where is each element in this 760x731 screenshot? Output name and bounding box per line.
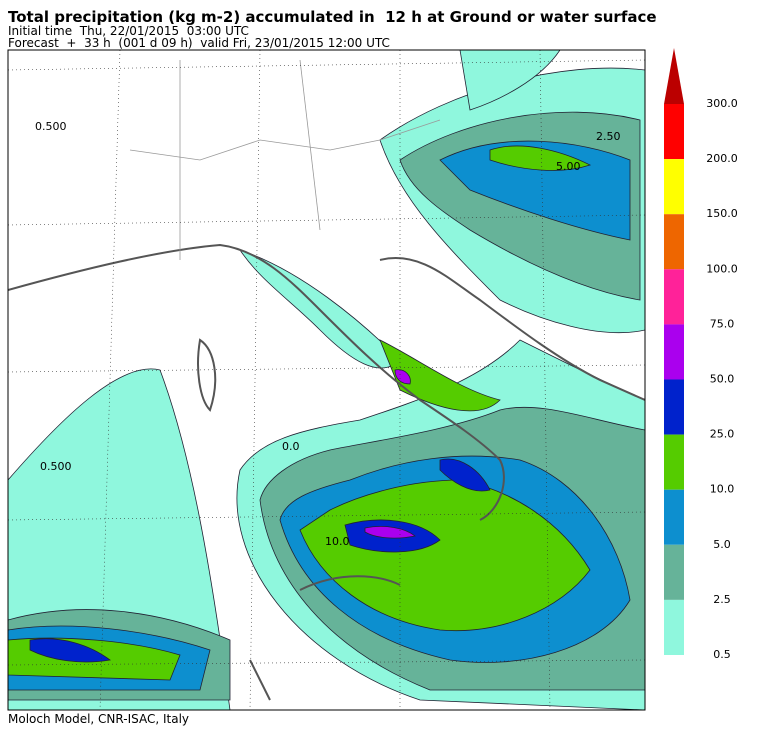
map-frame (7, 49, 646, 711)
colorbar-label: 200.0 (706, 152, 738, 165)
colorbar: 300.0 200.0 150.0 100.0 75.0 50.0 25.0 10.0 5.0 2… (664, 48, 738, 661)
contour-label: 2.50 (596, 130, 621, 143)
initial-time: Initial time Thu, 22/01/2015 03:00 UTC (8, 24, 249, 38)
colorbar-label: 300.0 (706, 97, 738, 110)
contour-label: 0.500 (40, 460, 72, 473)
title: Total precipitation (kg m-2) accumulated… (8, 8, 657, 26)
contour-label: 0.500 (35, 120, 67, 133)
colorbar-label: 25.0 (710, 428, 735, 441)
colorbar-box (664, 599, 684, 655)
contour-label: 5.00 (556, 160, 581, 173)
colorbar-box (664, 489, 684, 545)
colorbar-above (664, 48, 684, 104)
colorbar-box (664, 544, 684, 600)
colorbar-box (664, 434, 684, 490)
colorbar-label: 100.0 (706, 262, 738, 275)
colorbar-label: 10.0 (710, 483, 735, 496)
precip-fields (8, 50, 645, 710)
forecast-time: Forecast + 33 h (001 d 09 h) valid Fri, … (8, 36, 390, 50)
colorbar-label: 5.0 (713, 538, 731, 551)
colorbar-box (664, 159, 684, 215)
colorbar-label: 75.0 (710, 317, 735, 330)
borders (129, 59, 441, 260)
colorbar-box (664, 379, 684, 435)
credit: Moloch Model, CNR-ISAC, Italy (8, 712, 189, 726)
colorbar-box (664, 214, 684, 270)
contour-label: 0.0 (282, 440, 300, 453)
colorbar-label: 150.0 (706, 207, 738, 220)
colorbar-label: 50.0 (710, 373, 735, 386)
map: 0.500 2.50 5.00 10.0 0.0 0.500 (8, 50, 645, 710)
coastlines (8, 243, 645, 701)
colorbar-box (664, 269, 684, 325)
colorbar-label: 0.5 (713, 648, 731, 661)
colorbar-label: 2.5 (713, 593, 731, 606)
colorbar-box (664, 324, 684, 380)
contour-label: 10.0 (325, 535, 350, 548)
colorbar-box (664, 104, 684, 160)
